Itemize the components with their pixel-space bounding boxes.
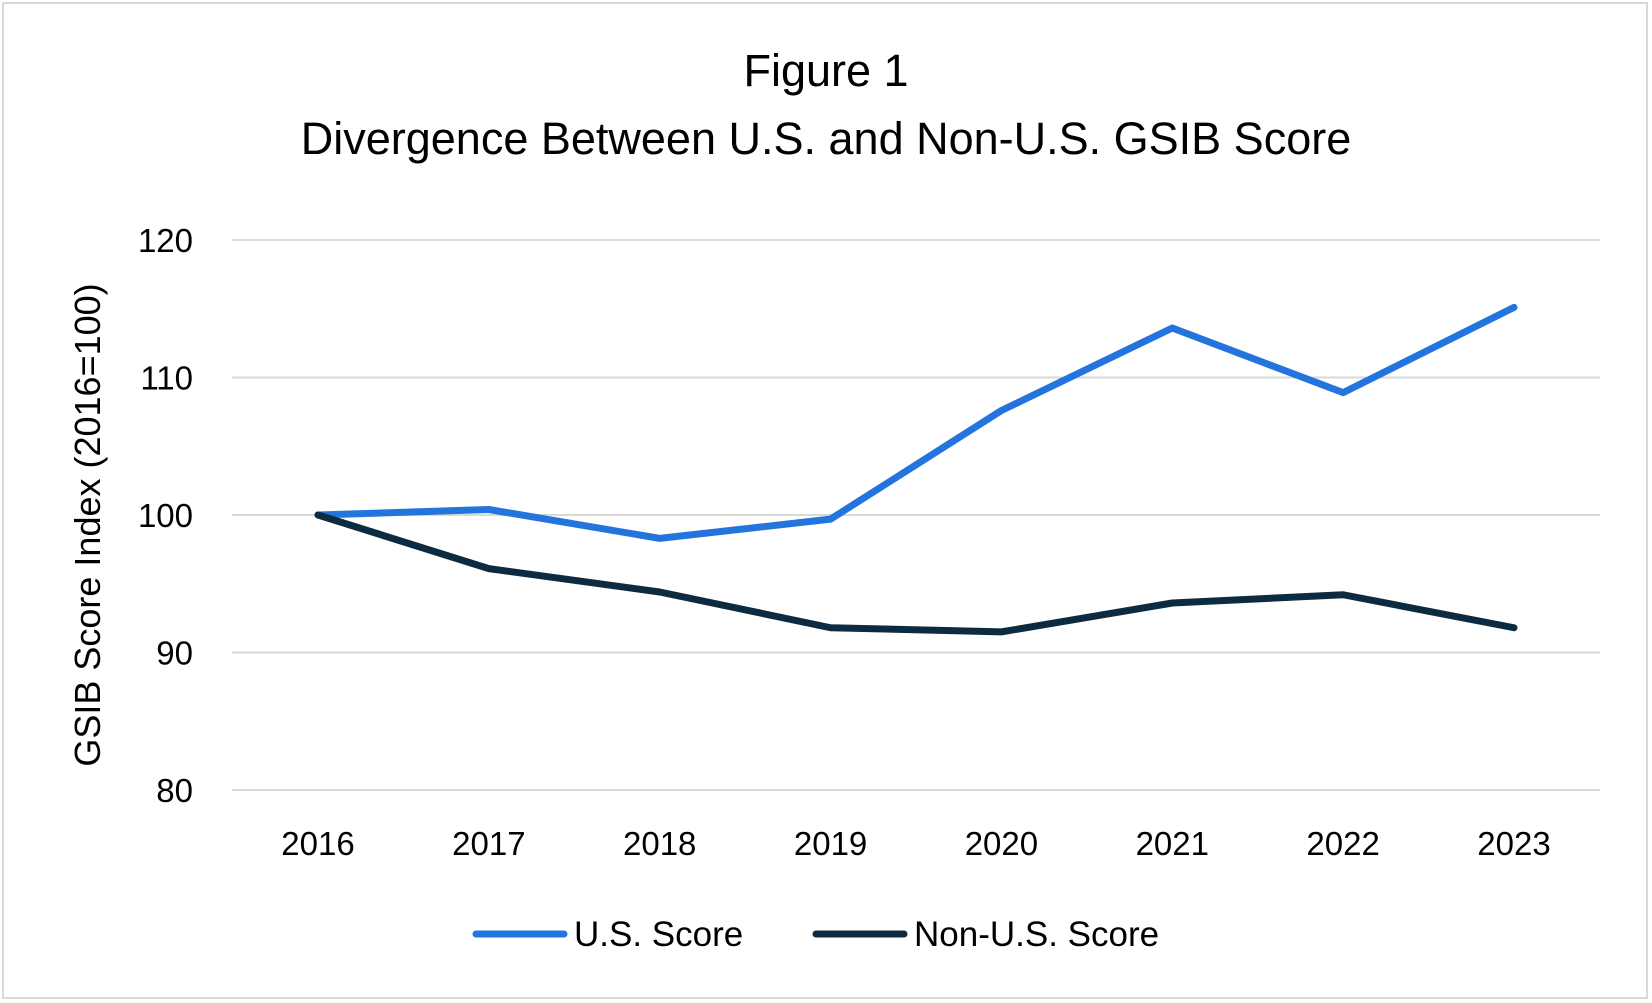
legend-label: Non-U.S. Score (914, 915, 1159, 954)
y-tick-label: 90 (156, 635, 193, 672)
y-tick-label: 110 (140, 360, 193, 397)
series-line-us-score (314, 303, 1518, 542)
gridlines (232, 239, 1600, 791)
x-tick-label: 2019 (794, 825, 867, 862)
x-tick-label: 2018 (623, 825, 696, 862)
x-tick-label: 2020 (965, 825, 1038, 862)
x-tick-label: 2022 (1306, 825, 1379, 862)
legend-label: U.S. Score (574, 915, 743, 954)
series-line-non-us-score (314, 511, 1518, 636)
x-axis-ticks: 2016 2017 2018 2019 2020 2021 2022 2023 (281, 825, 1550, 862)
chart-subtitle: Divergence Between U.S. and Non-U.S. GSI… (301, 113, 1352, 164)
series-lines (314, 303, 1518, 636)
y-tick-label: 120 (138, 222, 193, 259)
legend: U.S. Score Non-U.S. Score (472, 915, 1159, 954)
y-axis-title: GSIB Score Index (2016=100) (67, 283, 108, 766)
x-tick-label: 2016 (281, 825, 354, 862)
y-axis-ticks: 80 90 100 110 120 (138, 222, 193, 809)
x-tick-label: 2017 (452, 825, 525, 862)
y-tick-label: 80 (156, 772, 193, 809)
chart-title: Figure 1 (743, 45, 908, 96)
x-tick-label: 2023 (1477, 825, 1550, 862)
x-tick-label: 2021 (1136, 825, 1209, 862)
y-tick-label: 100 (138, 497, 193, 534)
